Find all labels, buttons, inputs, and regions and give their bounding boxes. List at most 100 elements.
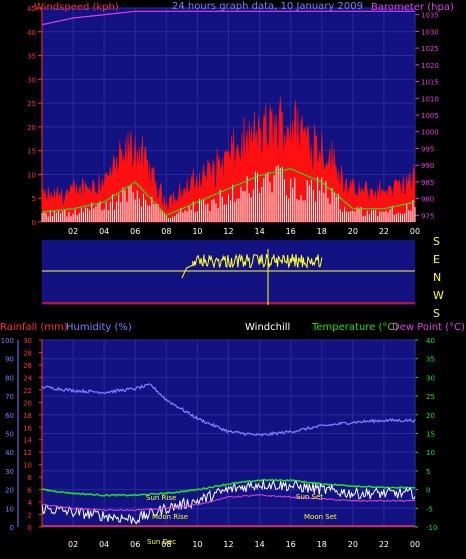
rain-tick-label: 20 xyxy=(23,399,32,407)
humidity-line xyxy=(41,383,416,437)
wind-time-label: 22 xyxy=(379,227,389,236)
wind-direction-label: S xyxy=(433,307,440,320)
climate-time-label: 16 xyxy=(286,540,296,549)
wind-tick-label: 45 xyxy=(27,5,36,13)
temp-tick-label: 40 xyxy=(426,337,435,345)
wind-avg-line xyxy=(41,168,416,217)
barometer-tick-label: 990 xyxy=(421,162,434,170)
wind-direction-label: S xyxy=(433,235,440,248)
temp-tick-label: 35 xyxy=(426,356,435,364)
temp-tick-label: 15 xyxy=(426,431,435,439)
humidity-tick-label: 30 xyxy=(5,468,14,476)
climate-time-label: 22 xyxy=(379,540,389,549)
climate-time-label: 08 xyxy=(161,540,171,549)
humidity-tick-label: 60 xyxy=(5,412,14,420)
wind-time-label: 20 xyxy=(348,227,358,236)
temp-tick-label: 30 xyxy=(426,374,435,382)
wind-time-label: 16 xyxy=(286,227,296,236)
temperature-line xyxy=(41,478,416,497)
wind-tick-label: 15 xyxy=(27,148,36,156)
windchill-label: Windchill xyxy=(245,322,290,333)
rain-tick-label: 6 xyxy=(28,487,33,495)
humidity-tick-label: 40 xyxy=(5,449,14,457)
barometer-tick-label: 1030 xyxy=(421,28,439,36)
wind-time-label: 18 xyxy=(317,227,327,236)
barometer-tick-label: 985 xyxy=(421,179,434,187)
barometer-tick-label: 1005 xyxy=(421,112,439,120)
barometer-tick-label: 1015 xyxy=(421,79,439,87)
temp-tick-label: 20 xyxy=(426,412,435,420)
rain-tick-label: 10 xyxy=(23,462,32,470)
wind-direction-label: W xyxy=(433,289,444,302)
windspeed-label: Windspeed (kph) xyxy=(34,2,119,13)
temp-tick-label: 0 xyxy=(426,487,430,495)
rain-tick-label: 0 xyxy=(28,524,32,532)
barometer-tick-label: 1010 xyxy=(421,95,439,103)
temp-tick-label: -10 xyxy=(426,524,437,532)
rain-tick-label: 18 xyxy=(23,412,32,420)
wind-time-label: 06 xyxy=(130,227,140,236)
wind-tick-label: 25 xyxy=(27,100,36,108)
barometer-line xyxy=(41,10,415,26)
barometer-tick-label: 1000 xyxy=(421,129,439,137)
wind-tick-label: 5 xyxy=(32,195,36,203)
wind-tick-label: 30 xyxy=(27,76,36,84)
wind-tick-label: 0 xyxy=(32,219,36,227)
sun-set-label: Sun Set xyxy=(296,493,323,501)
wind-tick-label: 20 xyxy=(27,124,36,132)
wind-tick-label: 10 xyxy=(27,171,36,179)
rain-tick-label: 14 xyxy=(23,437,32,445)
sun-rise-label: Sun Rise xyxy=(146,494,176,502)
climate-time-label: 14 xyxy=(254,540,264,549)
humidity-label: Humidity (%) xyxy=(66,322,132,333)
climate-time-label: 12 xyxy=(223,540,233,549)
humidity-tick-label: 90 xyxy=(5,356,14,364)
climate-time-label: 10 xyxy=(192,540,202,549)
barometer-tick-label: 1035 xyxy=(421,12,439,20)
wind-direction-label: N xyxy=(433,271,441,284)
wind-time-label: 14 xyxy=(254,227,264,236)
humidity-tick-label: 0 xyxy=(10,524,14,532)
humidity-tick-label: 70 xyxy=(5,393,14,401)
rain-tick-label: 22 xyxy=(23,387,32,395)
humidity-tick-label: 10 xyxy=(5,505,14,513)
sun-dec-label: Sun Dec xyxy=(147,538,176,546)
rain-tick-label: 30 xyxy=(23,337,32,345)
climate-time-label: 18 xyxy=(317,540,327,549)
rain-tick-label: 24 xyxy=(23,374,32,382)
wind-time-label: 00 xyxy=(410,227,420,236)
wind-time-label: 08 xyxy=(161,227,171,236)
wind-direction-label: E xyxy=(433,253,440,266)
barometer-tick-label: 980 xyxy=(421,196,434,204)
moon-rise-label: Moon Rise xyxy=(152,513,188,521)
dew-point-label: Dew Point (°C) xyxy=(392,322,465,333)
temp-tick-label: 25 xyxy=(426,393,435,401)
climate-time-label: 20 xyxy=(348,540,358,549)
climate-time-label: 02 xyxy=(68,540,78,549)
windchill-line xyxy=(41,479,416,525)
rainfall-label: Rainfall (mm) xyxy=(0,322,68,333)
wind-time-label: 10 xyxy=(192,227,202,236)
wind-direction-trace xyxy=(192,253,323,269)
rain-tick-label: 4 xyxy=(28,499,33,507)
wind-tick-label: 40 xyxy=(27,29,36,37)
wind-time-label: 12 xyxy=(223,227,233,236)
temp-tick-label: 5 xyxy=(426,468,430,476)
wind-tick-label: 35 xyxy=(27,53,36,61)
rain-tick-label: 16 xyxy=(23,424,32,432)
moon-set-label: Moon Set xyxy=(304,513,337,521)
temperature-label: Temperature (°C) xyxy=(311,322,398,333)
temp-tick-label: 10 xyxy=(426,449,435,457)
barometer-tick-label: 1020 xyxy=(421,62,439,70)
barometer-tick-label: 1025 xyxy=(421,45,439,53)
temp-tick-label: -5 xyxy=(426,505,433,513)
wind-time-label: 02 xyxy=(68,227,78,236)
climate-time-label: 04 xyxy=(99,540,109,549)
climate-time-label: 00 xyxy=(410,540,420,549)
rain-tick-label: 28 xyxy=(23,349,32,357)
wind-time-label: 04 xyxy=(99,227,109,236)
wind-direction-ramp xyxy=(181,261,194,279)
humidity-tick-label: 80 xyxy=(5,374,14,382)
rain-tick-label: 8 xyxy=(28,474,32,482)
